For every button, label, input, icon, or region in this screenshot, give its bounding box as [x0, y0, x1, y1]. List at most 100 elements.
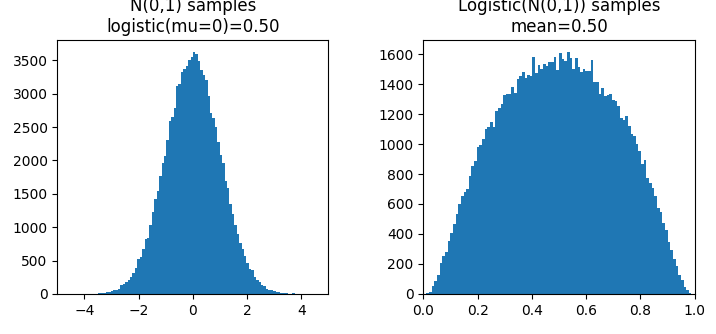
Bar: [553, 57, 556, 294]
Bar: [469, 176, 472, 294]
Bar: [261, 285, 263, 294]
Bar: [623, 120, 625, 294]
Bar: [636, 145, 639, 294]
Bar: [681, 280, 684, 294]
Bar: [266, 289, 268, 294]
Bar: [530, 76, 533, 294]
Bar: [108, 292, 110, 294]
Bar: [152, 212, 154, 294]
Bar: [628, 126, 631, 294]
Bar: [525, 78, 527, 294]
Bar: [604, 96, 606, 294]
Bar: [511, 87, 514, 294]
Bar: [99, 293, 101, 294]
Bar: [572, 69, 575, 294]
Bar: [676, 266, 678, 294]
Bar: [429, 292, 432, 294]
Bar: [253, 277, 256, 294]
Bar: [135, 268, 137, 294]
Bar: [271, 290, 273, 294]
Bar: [551, 62, 553, 294]
Bar: [559, 53, 561, 294]
Bar: [498, 108, 500, 294]
Bar: [118, 289, 120, 294]
Bar: [463, 192, 466, 294]
Bar: [575, 58, 578, 294]
Bar: [620, 119, 623, 294]
Bar: [246, 263, 249, 294]
Bar: [435, 281, 437, 294]
Bar: [130, 277, 132, 294]
Bar: [164, 156, 166, 294]
Bar: [251, 270, 253, 294]
Bar: [617, 106, 620, 294]
Bar: [594, 82, 596, 294]
Bar: [667, 242, 670, 294]
Bar: [208, 97, 210, 294]
Bar: [586, 71, 588, 294]
Bar: [442, 256, 445, 294]
Bar: [474, 161, 477, 294]
Bar: [249, 269, 251, 294]
Bar: [239, 243, 241, 294]
Bar: [500, 104, 503, 294]
Bar: [564, 61, 567, 294]
Bar: [503, 95, 506, 294]
Bar: [599, 94, 601, 294]
Bar: [538, 64, 541, 294]
Bar: [159, 176, 162, 294]
Bar: [203, 75, 205, 294]
Bar: [176, 87, 178, 294]
Bar: [174, 108, 176, 294]
Bar: [450, 233, 453, 294]
Bar: [278, 293, 281, 294]
Bar: [453, 224, 455, 294]
Bar: [644, 160, 647, 294]
Bar: [609, 94, 612, 294]
Bar: [276, 292, 278, 294]
Bar: [137, 260, 140, 294]
Bar: [541, 69, 543, 294]
Bar: [631, 134, 633, 294]
Bar: [485, 129, 488, 294]
Bar: [445, 252, 448, 294]
Bar: [625, 116, 628, 294]
Bar: [535, 73, 538, 294]
Bar: [461, 196, 463, 294]
Bar: [480, 145, 482, 294]
Bar: [258, 282, 261, 294]
Bar: [285, 293, 288, 294]
Bar: [166, 140, 169, 294]
Bar: [142, 249, 145, 294]
Bar: [432, 286, 435, 294]
Bar: [654, 196, 657, 294]
Bar: [495, 111, 498, 294]
Bar: [472, 166, 474, 294]
Bar: [588, 71, 591, 294]
Bar: [490, 122, 493, 294]
Bar: [234, 225, 237, 294]
Bar: [210, 113, 213, 294]
Bar: [213, 118, 215, 294]
Bar: [533, 56, 535, 294]
Bar: [508, 94, 511, 294]
Bar: [514, 93, 516, 294]
Bar: [281, 293, 283, 294]
Bar: [169, 121, 171, 294]
Bar: [606, 95, 609, 294]
Bar: [614, 101, 617, 294]
Bar: [493, 127, 495, 294]
Bar: [527, 75, 530, 294]
Bar: [670, 250, 673, 294]
Bar: [519, 76, 522, 294]
Bar: [193, 52, 195, 294]
Bar: [580, 72, 583, 294]
Bar: [488, 127, 490, 294]
Bar: [268, 290, 271, 294]
Bar: [154, 199, 157, 294]
Bar: [103, 293, 106, 294]
Bar: [171, 117, 174, 294]
Bar: [686, 291, 689, 294]
Bar: [641, 164, 644, 294]
Bar: [427, 293, 429, 294]
